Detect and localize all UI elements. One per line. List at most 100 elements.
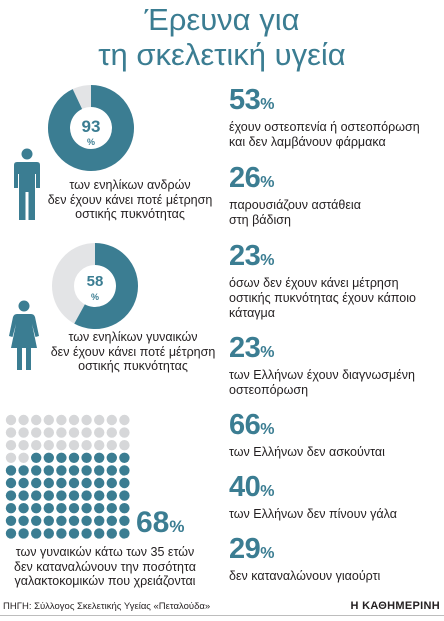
- dot-empty: [5, 427, 17, 438]
- dot-empty: [31, 440, 42, 451]
- dot-empty: [18, 414, 29, 426]
- stat-unit: %: [260, 252, 274, 269]
- dot-empty: [106, 427, 118, 438]
- stat-item: 26% παρουσιάζουν αστάθεια στη βάδιση: [229, 163, 441, 228]
- stat-item: 40% των Ελλήνων δεν πίνουν γάλα: [229, 472, 441, 522]
- dot-empty: [94, 440, 105, 451]
- young-women-dot-matrix: [5, 414, 130, 539]
- dot-filled: [31, 490, 42, 501]
- stat-label: έχουν οστεοπενία ή οστεοπόρωση: [229, 120, 420, 134]
- women-donut-slice: [74, 243, 138, 329]
- dot-filled: [18, 528, 29, 539]
- dot-empty: [81, 427, 92, 438]
- stat-value: 29%: [229, 534, 441, 569]
- dot-filled: [56, 490, 67, 501]
- stat-item: 23% των Ελλήνων έχουν διαγνωσμένη οστεοπ…: [229, 333, 441, 398]
- dot-filled: [31, 465, 42, 476]
- source-note: ΠΗΓΗ: Σύλλογος Σκελετικής Υγείας «Πεταλο…: [3, 601, 211, 612]
- dot-empty: [43, 440, 54, 451]
- dot-filled: [81, 528, 92, 539]
- dot-filled: [5, 515, 17, 526]
- dot-empty: [81, 440, 92, 451]
- dot-filled: [18, 490, 29, 501]
- dot-filled: [68, 515, 80, 526]
- dot-filled: [18, 515, 29, 526]
- dot-empty: [106, 414, 118, 426]
- women-caption: των ενηλίκων γυναικών δεν έχουν κάνει πο…: [38, 330, 228, 374]
- dot-filled: [18, 503, 29, 514]
- dot-empty: [68, 414, 80, 426]
- dot-filled: [31, 528, 42, 539]
- stat-item: 29% δεν καταναλώνουν γιαούρτι: [229, 534, 441, 584]
- men-caption-line: δεν έχουν κάνει ποτέ μέτρηση: [47, 192, 213, 207]
- young-women-value-unit: %: [169, 517, 185, 536]
- dot-empty: [119, 440, 130, 451]
- stat-number: 23: [229, 332, 261, 364]
- dot-filled: [56, 528, 67, 539]
- women-donut-unit: %: [91, 292, 99, 302]
- dot-filled: [106, 515, 118, 526]
- dot-filled: [81, 503, 92, 514]
- dot-empty: [94, 414, 105, 426]
- stat-label: των Ελλήνων έχουν διαγνωσμένη: [229, 368, 415, 382]
- stat-label: και δεν λαμβάνουν φάρμακα: [229, 135, 386, 149]
- women-caption-line: οστικής πυκνότητας: [78, 359, 188, 373]
- stat-value: 23%: [229, 333, 441, 368]
- stat-value: 53%: [229, 85, 441, 120]
- page-title-line1: Έρευνα για: [144, 2, 300, 37]
- stat-value: 40%: [229, 472, 441, 507]
- stat-label: παρουσιάζουν αστάθεια: [229, 198, 361, 212]
- men-caption-line: των ενηλίκων ανδρών: [69, 178, 191, 192]
- stat-label: οστικής πυκνότητας έχουν κάποιο: [229, 291, 416, 305]
- dot-filled: [81, 465, 92, 476]
- men-donut-unit: %: [87, 137, 95, 147]
- dot-filled: [56, 452, 67, 463]
- dot-filled: [5, 477, 17, 489]
- publisher-logo: Η ΚΑΘΗΜΕΡΙΝΗ: [350, 600, 440, 612]
- dot-filled: [56, 503, 67, 514]
- dot-empty: [5, 452, 17, 463]
- dot-empty: [119, 427, 130, 438]
- dot-filled: [106, 452, 118, 463]
- stat-item: 53% έχουν οστεοπενία ή οστεοπόρωση και δ…: [229, 85, 441, 150]
- women-caption-line: δεν έχουν κάνει ποτέ μέτρηση: [50, 344, 216, 359]
- dot-filled: [81, 515, 92, 526]
- dot-filled: [43, 528, 54, 539]
- stat-label: στη βάδιση: [229, 213, 291, 227]
- stat-label: δεν καταναλώνουν γιαούρτι: [229, 569, 381, 583]
- dot-filled: [106, 465, 118, 476]
- page-title-line2: τη σκελετική υγεία: [98, 37, 346, 72]
- dot-filled: [68, 528, 80, 539]
- dot-filled: [31, 503, 42, 514]
- dot-filled: [43, 503, 54, 514]
- dot-filled: [31, 452, 42, 463]
- dot-filled: [106, 528, 118, 539]
- man-icon: [14, 148, 40, 220]
- dot-empty: [94, 427, 105, 438]
- dot-filled: [81, 477, 92, 489]
- dot-empty: [56, 414, 67, 426]
- dot-empty: [18, 440, 29, 451]
- men-donut-chart: 93 %: [48, 85, 134, 171]
- dot-empty: [5, 414, 17, 426]
- dot-filled: [119, 465, 130, 476]
- dot-filled: [43, 465, 54, 476]
- dot-filled: [94, 528, 105, 539]
- dot-empty: [43, 427, 54, 438]
- stat-item: 66% των Ελλήνων δεν ασκούνται: [229, 410, 441, 460]
- dot-filled: [81, 452, 92, 463]
- woman-icon: [9, 300, 39, 370]
- dot-empty: [68, 427, 80, 438]
- stat-number: 23: [229, 240, 261, 272]
- dot-filled: [94, 490, 105, 501]
- dot-filled: [119, 528, 130, 539]
- dot-filled: [68, 490, 80, 501]
- dot-filled: [119, 477, 130, 489]
- stat-value: 26%: [229, 163, 441, 198]
- dot-filled: [94, 465, 105, 476]
- dot-filled: [43, 477, 54, 489]
- stat-unit: %: [260, 483, 274, 500]
- dot-filled: [43, 515, 54, 526]
- dot-filled: [43, 452, 54, 463]
- dot-filled: [56, 477, 67, 489]
